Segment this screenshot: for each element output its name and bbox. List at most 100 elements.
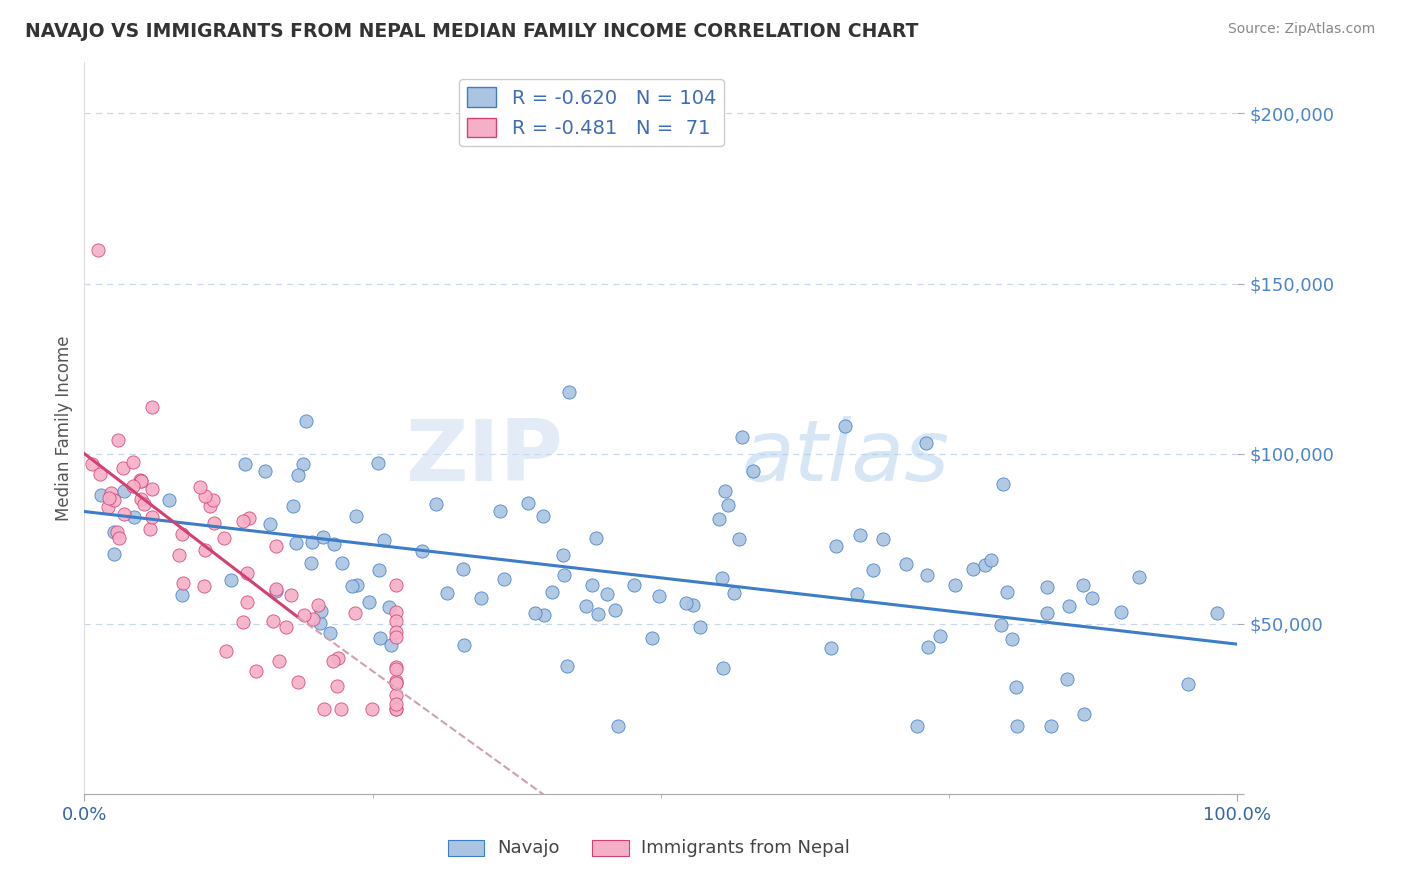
Point	[328, 650, 350, 665]
Point	[834, 419, 856, 434]
Point	[129, 473, 152, 487]
Point	[1036, 581, 1059, 595]
Point	[845, 587, 868, 601]
Point	[367, 457, 389, 471]
Point	[494, 572, 516, 586]
Point	[134, 497, 156, 511]
Point	[1128, 570, 1150, 584]
Point	[384, 614, 406, 628]
Point	[262, 614, 284, 628]
Point	[517, 496, 540, 510]
Point	[141, 482, 163, 496]
Point	[359, 595, 381, 609]
Point	[312, 530, 335, 544]
Point	[309, 616, 332, 631]
Point	[588, 607, 610, 621]
Point	[820, 641, 842, 656]
Point	[264, 584, 287, 599]
Point	[360, 702, 382, 716]
Point	[326, 680, 349, 694]
Point	[384, 630, 406, 644]
Point	[990, 617, 1012, 632]
Text: Immigrants from Nepal: Immigrants from Nepal	[641, 839, 851, 857]
Point	[302, 612, 325, 626]
Point	[89, 467, 111, 481]
Point	[299, 556, 322, 570]
Point	[675, 596, 697, 610]
Point	[929, 629, 952, 643]
Point	[714, 483, 737, 498]
Point	[121, 479, 143, 493]
Point	[267, 655, 290, 669]
Point	[531, 509, 554, 524]
Point	[1005, 719, 1028, 733]
Point	[169, 548, 191, 562]
Point	[728, 532, 751, 546]
Point	[233, 458, 256, 472]
Point	[232, 615, 254, 629]
Y-axis label: Median Family Income: Median Family Income	[55, 335, 73, 521]
Point	[453, 638, 475, 652]
Point	[368, 632, 391, 646]
Point	[107, 434, 129, 448]
Point	[236, 595, 259, 609]
Point	[97, 491, 120, 505]
Point	[105, 524, 128, 539]
Point	[523, 606, 546, 620]
Point	[318, 626, 340, 640]
Point	[470, 591, 492, 605]
Point	[322, 654, 344, 668]
Point	[962, 562, 984, 576]
Point	[157, 492, 180, 507]
Point	[215, 644, 238, 658]
Point	[557, 385, 579, 400]
Point	[295, 414, 318, 428]
Point	[603, 603, 626, 617]
Point	[647, 590, 669, 604]
Point	[730, 430, 752, 444]
Point	[129, 491, 152, 506]
Text: ZIP: ZIP	[405, 416, 562, 499]
Point	[214, 531, 236, 545]
Point	[291, 457, 314, 471]
Point	[202, 516, 225, 530]
FancyBboxPatch shape	[447, 840, 485, 856]
Point	[124, 510, 146, 524]
Point	[581, 577, 603, 591]
Point	[312, 702, 335, 716]
Point	[287, 675, 309, 690]
Point	[1056, 672, 1078, 686]
Point	[915, 436, 938, 450]
Point	[311, 604, 333, 618]
Point	[713, 661, 735, 675]
Point	[112, 484, 135, 499]
Point	[489, 504, 512, 518]
Point	[862, 563, 884, 577]
Point	[1001, 632, 1024, 647]
Point	[307, 599, 329, 613]
Point	[384, 702, 406, 716]
Point	[112, 508, 135, 522]
Point	[451, 562, 474, 576]
Point	[917, 640, 939, 654]
Point	[264, 539, 287, 553]
Point	[596, 587, 619, 601]
Point	[194, 489, 217, 503]
Point	[219, 573, 242, 587]
Point	[87, 243, 110, 257]
Point	[378, 600, 401, 615]
Point	[129, 474, 152, 488]
Point	[711, 571, 734, 585]
Point	[555, 659, 578, 673]
Point	[103, 493, 125, 508]
Point	[141, 401, 163, 415]
Point	[384, 578, 406, 592]
Point	[103, 547, 125, 561]
Point	[1057, 599, 1080, 613]
Point	[287, 468, 309, 483]
Point	[384, 675, 406, 690]
Point	[689, 620, 711, 634]
Point	[384, 697, 406, 711]
Point	[384, 624, 406, 639]
Point	[346, 508, 368, 523]
